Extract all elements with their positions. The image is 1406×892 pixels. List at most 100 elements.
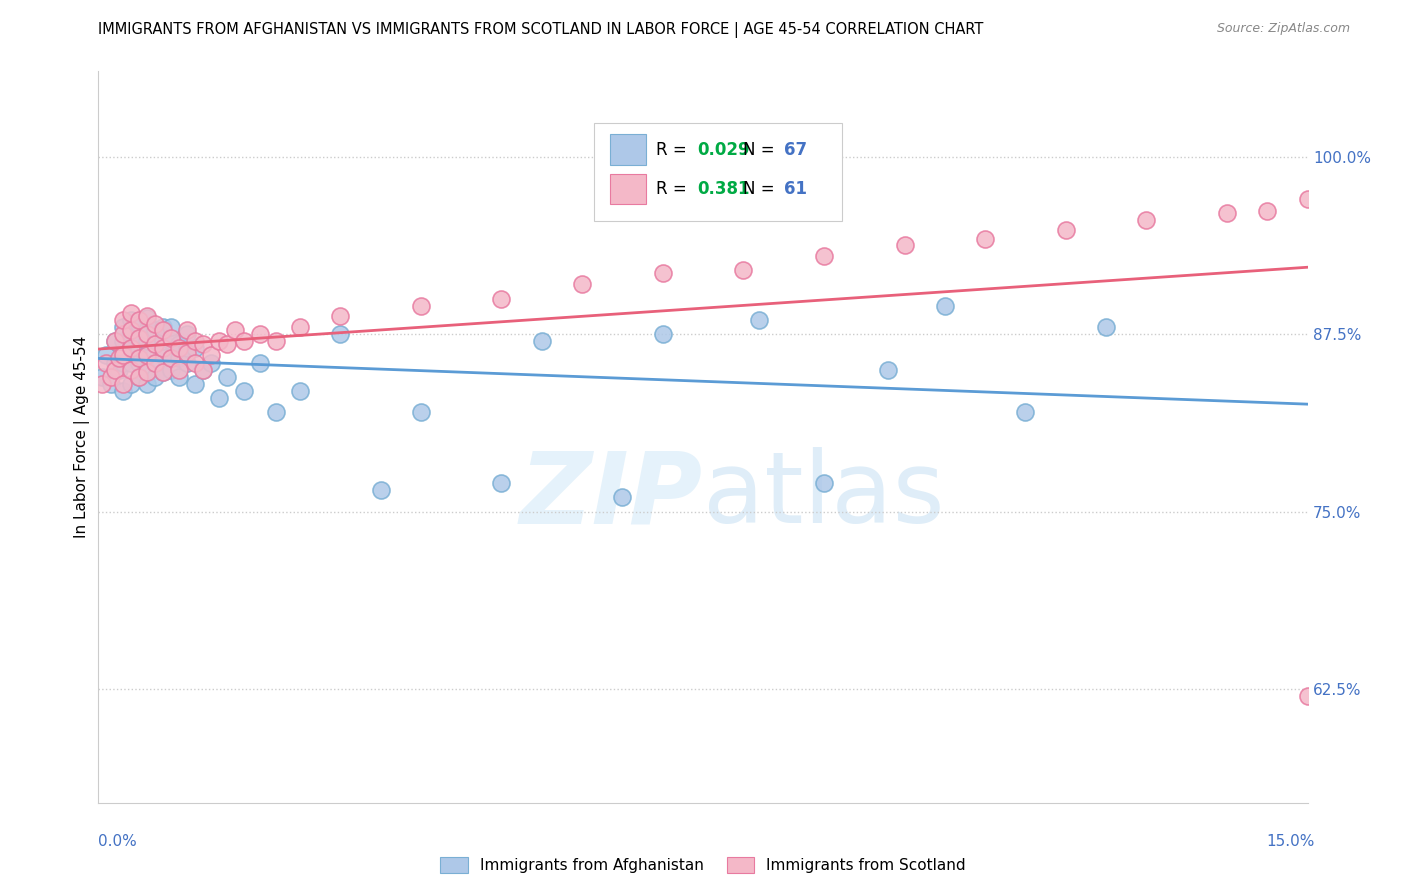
Point xyxy=(176,341,198,355)
Point xyxy=(160,334,183,349)
Point xyxy=(143,369,166,384)
Point xyxy=(152,366,174,380)
Point xyxy=(103,362,125,376)
Text: atlas: atlas xyxy=(703,447,945,544)
Point xyxy=(100,376,122,391)
Text: N =: N = xyxy=(742,180,780,198)
Point xyxy=(232,334,254,349)
FancyBboxPatch shape xyxy=(610,174,647,204)
Point xyxy=(208,391,231,405)
Point xyxy=(193,362,215,376)
Point xyxy=(217,337,239,351)
Point xyxy=(974,232,997,246)
Point xyxy=(224,323,246,337)
Point xyxy=(877,362,900,376)
Point xyxy=(120,341,142,355)
Y-axis label: In Labor Force | Age 45-54: In Labor Force | Age 45-54 xyxy=(75,336,90,538)
Text: 61: 61 xyxy=(785,180,807,198)
Point xyxy=(176,355,198,369)
Point xyxy=(651,266,673,280)
Point xyxy=(409,405,432,419)
Point xyxy=(143,337,166,351)
Point xyxy=(200,348,222,362)
Point xyxy=(152,323,174,337)
Point xyxy=(120,306,142,320)
Point xyxy=(813,249,835,263)
Point xyxy=(1095,320,1118,334)
Point xyxy=(152,341,174,355)
Point xyxy=(120,362,142,376)
Point xyxy=(176,323,198,337)
Point xyxy=(1296,192,1319,206)
Point xyxy=(111,355,134,369)
Point xyxy=(249,327,271,342)
Point xyxy=(264,405,287,419)
Point xyxy=(128,331,150,345)
Point xyxy=(249,355,271,369)
Text: Source: ZipAtlas.com: Source: ZipAtlas.com xyxy=(1216,22,1350,36)
Point xyxy=(103,355,125,369)
Point xyxy=(176,345,198,359)
Point xyxy=(1216,206,1239,220)
Point xyxy=(135,334,157,349)
Point xyxy=(612,491,634,505)
Point xyxy=(184,355,207,369)
Point xyxy=(200,355,222,369)
Point xyxy=(409,299,432,313)
Point xyxy=(152,320,174,334)
Text: 0.029: 0.029 xyxy=(697,141,749,159)
Point xyxy=(107,351,129,366)
Point xyxy=(571,277,593,292)
Point xyxy=(128,341,150,355)
Point xyxy=(120,376,142,391)
Point xyxy=(160,320,183,334)
Point xyxy=(143,317,166,331)
Point xyxy=(288,384,311,398)
Point xyxy=(152,348,174,362)
Point xyxy=(91,369,114,384)
Text: 15.0%: 15.0% xyxy=(1267,834,1315,849)
Point xyxy=(184,341,207,355)
Point xyxy=(96,355,118,369)
Point xyxy=(176,327,198,342)
Point xyxy=(128,327,150,342)
Point xyxy=(91,376,114,391)
Point xyxy=(184,334,207,349)
Point xyxy=(217,369,239,384)
Point xyxy=(1256,203,1278,218)
Point xyxy=(135,311,157,326)
Point xyxy=(1135,213,1157,227)
Legend: Immigrants from Afghanistan, Immigrants from Scotland: Immigrants from Afghanistan, Immigrants … xyxy=(434,851,972,880)
Point xyxy=(128,369,150,384)
Point xyxy=(128,313,150,327)
Point xyxy=(167,362,190,376)
Point xyxy=(288,320,311,334)
Text: R =: R = xyxy=(655,141,692,159)
Point xyxy=(135,323,157,337)
Text: 0.0%: 0.0% xyxy=(98,834,138,849)
Point xyxy=(120,313,142,327)
Point xyxy=(1296,690,1319,704)
Point xyxy=(934,299,956,313)
Point xyxy=(748,313,770,327)
FancyBboxPatch shape xyxy=(595,122,842,221)
Point xyxy=(193,362,215,376)
Point xyxy=(111,334,134,349)
Point xyxy=(160,331,183,345)
Point xyxy=(111,348,134,362)
Point xyxy=(107,362,129,376)
Point xyxy=(733,263,755,277)
Point xyxy=(651,327,673,342)
Point xyxy=(491,476,513,491)
Point xyxy=(143,337,166,351)
Point xyxy=(111,384,134,398)
Point xyxy=(160,362,183,376)
Text: 0.381: 0.381 xyxy=(697,180,749,198)
Point xyxy=(143,355,166,369)
Point xyxy=(135,362,157,376)
Point xyxy=(135,348,157,362)
Point xyxy=(152,334,174,349)
Text: IMMIGRANTS FROM AFGHANISTAN VS IMMIGRANTS FROM SCOTLAND IN LABOR FORCE | AGE 45-: IMMIGRANTS FROM AFGHANISTAN VS IMMIGRANT… xyxy=(98,22,984,38)
Point xyxy=(135,309,157,323)
Point xyxy=(167,369,190,384)
